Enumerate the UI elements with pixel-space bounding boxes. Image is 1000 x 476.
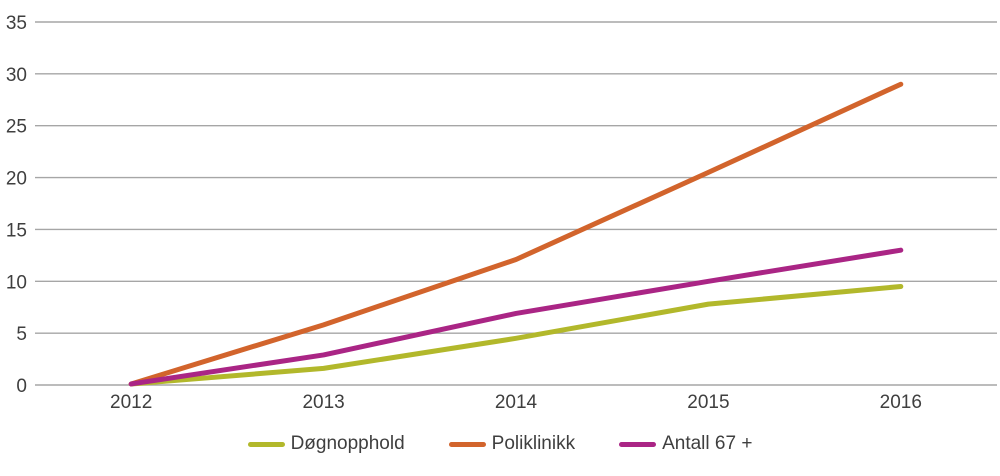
y-axis-tick-label: 20 bbox=[6, 169, 27, 190]
legend-label: Antall 67 + bbox=[662, 433, 753, 454]
y-axis-tick-label: 25 bbox=[6, 117, 27, 138]
legend-item-0: Døgnopphold bbox=[247, 433, 405, 455]
x-axis-tick-label: 2015 bbox=[687, 392, 729, 413]
y-axis-tick-label: 15 bbox=[6, 220, 27, 241]
y-axis-tick-label: 35 bbox=[6, 13, 27, 34]
series-line-1 bbox=[128, 81, 904, 387]
x-axis-tick-label: 2012 bbox=[110, 392, 152, 413]
y-axis-tick-label: 30 bbox=[6, 65, 27, 86]
legend-label: Poliklinikk bbox=[491, 433, 576, 454]
y-axis-tick-label: 0 bbox=[16, 376, 27, 397]
legend-swatch-icon bbox=[247, 441, 285, 447]
legend-swatch-icon bbox=[619, 441, 657, 447]
x-axis-tick-label: 2016 bbox=[880, 392, 922, 413]
chart-plot-area: 0 5 10 15 20 25 30 35 2012 2013 2014 2015 2016 bbox=[6, 13, 997, 413]
legend-swatch-icon bbox=[448, 441, 486, 447]
legend-item-2: Antall 67 + bbox=[619, 433, 752, 455]
legend-label: Døgnopphold bbox=[290, 433, 405, 454]
legend-item-1: Poliklinikk bbox=[448, 433, 576, 455]
chart-legend: Døgnopphold Poliklinikk Antall 67 + bbox=[0, 433, 1000, 455]
series-line-0 bbox=[128, 283, 904, 387]
y-axis-tick-label: 5 bbox=[16, 324, 27, 345]
x-axis-tick-label: 2014 bbox=[495, 392, 538, 413]
series-line-2 bbox=[128, 247, 904, 387]
y-axis-tick-label: 10 bbox=[6, 272, 27, 293]
x-axis-tick-label: 2013 bbox=[302, 392, 344, 413]
